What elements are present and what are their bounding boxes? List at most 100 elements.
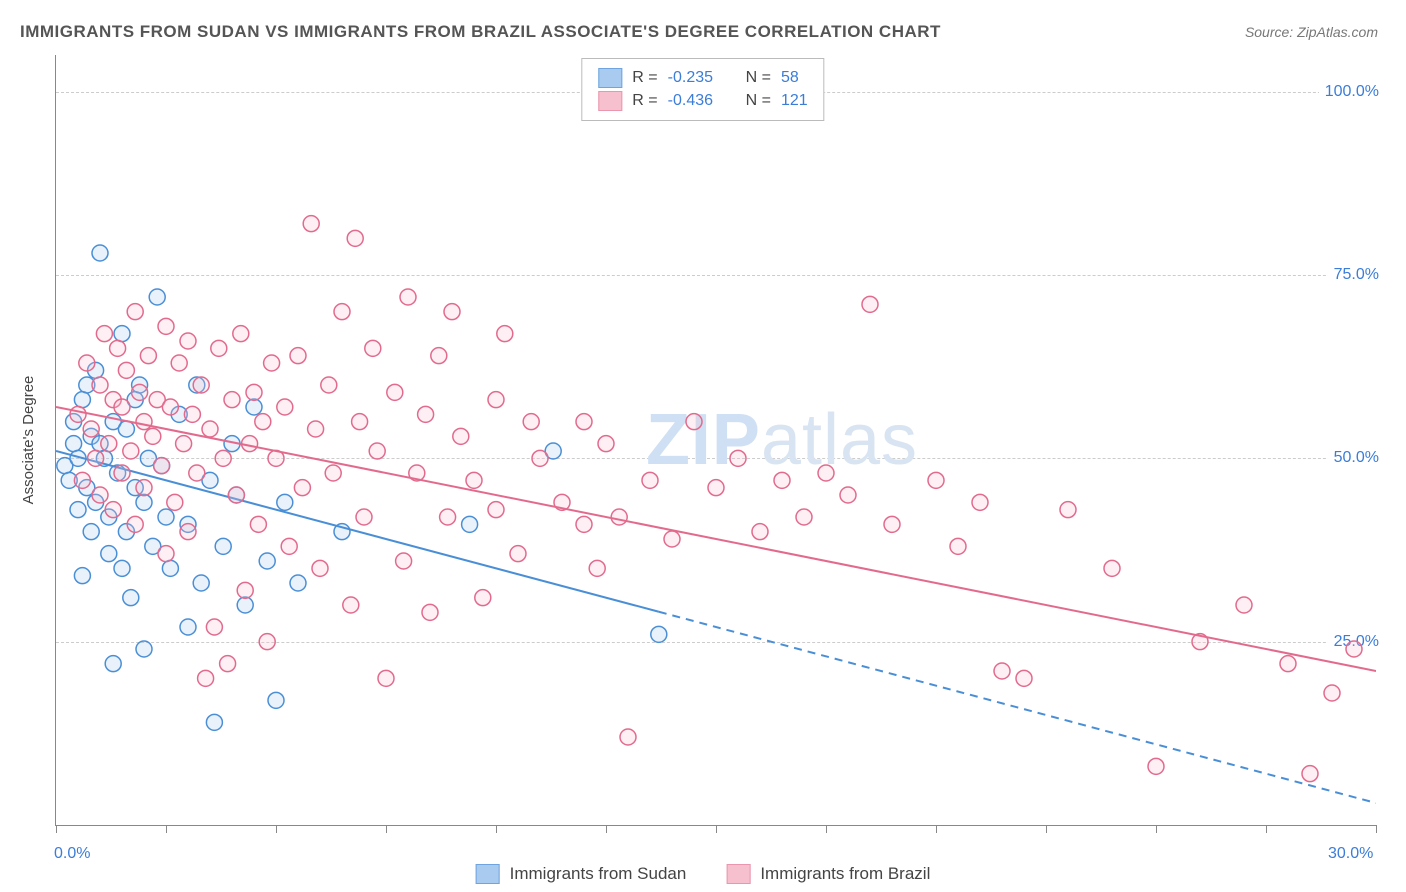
scatter-point xyxy=(1280,656,1296,672)
scatter-point xyxy=(347,230,363,246)
regression-line xyxy=(56,451,659,612)
x-tick xyxy=(496,825,497,833)
scatter-point xyxy=(1324,685,1340,701)
legend-r-value: -0.235 xyxy=(668,69,728,87)
scatter-point xyxy=(123,443,139,459)
scatter-point xyxy=(475,590,491,606)
scatter-point xyxy=(497,326,513,342)
scatter-point xyxy=(576,414,592,430)
scatter-point xyxy=(774,472,790,488)
scatter-point xyxy=(184,406,200,422)
scatter-point xyxy=(1148,758,1164,774)
scatter-point xyxy=(303,216,319,232)
scatter-point xyxy=(246,399,262,415)
scatter-point xyxy=(576,516,592,532)
scatter-point xyxy=(176,436,192,452)
scatter-point xyxy=(611,509,627,525)
scatter-point xyxy=(101,546,117,562)
legend-n-label: N = xyxy=(746,69,771,87)
scatter-point xyxy=(92,487,108,503)
scatter-point xyxy=(466,472,482,488)
scatter-point xyxy=(66,436,82,452)
legend-swatch xyxy=(598,91,622,111)
scatter-point xyxy=(74,392,90,408)
scatter-point xyxy=(193,377,209,393)
scatter-point xyxy=(589,560,605,576)
scatter-point xyxy=(431,348,447,364)
scatter-point xyxy=(818,465,834,481)
scatter-point xyxy=(264,355,280,371)
scatter-point xyxy=(510,546,526,562)
scatter-point xyxy=(114,560,130,576)
scatter-point xyxy=(74,472,90,488)
scatter-point xyxy=(136,494,152,510)
legend-series-label: Immigrants from Brazil xyxy=(760,864,930,884)
scatter-point xyxy=(162,399,178,415)
scatter-point xyxy=(255,414,271,430)
scatter-point xyxy=(369,443,385,459)
scatter-point xyxy=(149,289,165,305)
scatter-point xyxy=(220,656,236,672)
scatter-point xyxy=(444,304,460,320)
scatter-point xyxy=(171,355,187,371)
x-tick-label: 0.0% xyxy=(54,845,90,863)
x-tick xyxy=(716,825,717,833)
scatter-point xyxy=(180,524,196,540)
x-tick xyxy=(606,825,607,833)
scatter-point xyxy=(994,663,1010,679)
legend-series-item: Immigrants from Sudan xyxy=(476,864,687,884)
legend-stat-row: R = -0.235N = 58 xyxy=(598,68,807,88)
scatter-point xyxy=(110,340,126,356)
scatter-point xyxy=(136,414,152,430)
scatter-point xyxy=(92,377,108,393)
scatter-point xyxy=(1346,641,1362,657)
scatter-point xyxy=(387,384,403,400)
scatter-point xyxy=(193,575,209,591)
legend-series-label: Immigrants from Sudan xyxy=(510,864,687,884)
scatter-point xyxy=(321,377,337,393)
scatter-point xyxy=(158,318,174,334)
legend-swatch xyxy=(598,68,622,88)
scatter-point xyxy=(422,604,438,620)
chart-plot-area: ZIPatlas 25.0%50.0%75.0%100.0%0.0%30.0% xyxy=(55,55,1376,826)
scatter-point xyxy=(215,450,231,466)
scatter-point xyxy=(418,406,434,422)
scatter-point xyxy=(127,304,143,320)
scatter-point xyxy=(1016,670,1032,686)
x-tick xyxy=(276,825,277,833)
series-legend: Immigrants from Sudan Immigrants from Bra… xyxy=(476,864,931,884)
scatter-point xyxy=(114,326,130,342)
scatter-point xyxy=(1060,502,1076,518)
scatter-point xyxy=(598,436,614,452)
scatter-point xyxy=(356,509,372,525)
scatter-point xyxy=(620,729,636,745)
x-tick xyxy=(1266,825,1267,833)
scatter-point xyxy=(114,465,130,481)
scatter-point xyxy=(158,509,174,525)
scatter-point xyxy=(136,480,152,496)
x-tick xyxy=(166,825,167,833)
scatter-point xyxy=(118,362,134,378)
x-tick xyxy=(826,825,827,833)
scatter-point xyxy=(180,619,196,635)
scatter-point xyxy=(290,575,306,591)
scatter-point xyxy=(118,421,134,437)
legend-r-label: R = xyxy=(632,92,657,110)
scatter-point xyxy=(105,656,121,672)
scatter-point xyxy=(664,531,680,547)
legend-n-value: 58 xyxy=(781,69,799,87)
legend-swatch xyxy=(726,864,750,884)
scatter-point xyxy=(70,406,86,422)
scatter-point xyxy=(312,560,328,576)
scatter-point xyxy=(206,714,222,730)
scatter-point xyxy=(198,670,214,686)
legend-n-value: 121 xyxy=(781,92,808,110)
scatter-point xyxy=(462,516,478,532)
scatter-point xyxy=(281,538,297,554)
scatter-point xyxy=(189,465,205,481)
scatter-point xyxy=(114,399,130,415)
scatter-point xyxy=(352,414,368,430)
scatter-point xyxy=(158,546,174,562)
scatter-point xyxy=(343,597,359,613)
correlation-legend: R = -0.235N = 58R = -0.436N = 121 xyxy=(581,58,824,121)
